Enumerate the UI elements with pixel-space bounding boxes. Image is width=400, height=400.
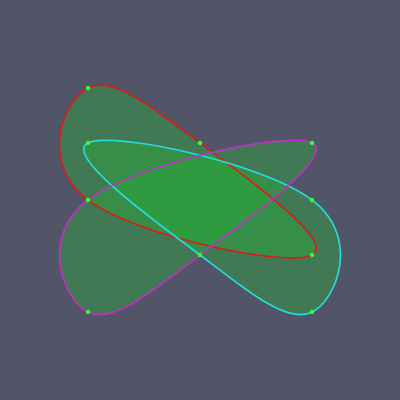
cyan-loop-control-point-1[interactable] <box>309 197 315 203</box>
magenta-loop-control-point-3[interactable] <box>85 197 91 203</box>
cyan-loop-control-point-2[interactable] <box>309 309 315 315</box>
magenta-loop-control-point-0[interactable] <box>309 140 315 146</box>
magenta-loop-control-point-2[interactable] <box>85 309 91 315</box>
cyan-loop-fill <box>83 140 341 315</box>
cyan-loop-control-point-0[interactable] <box>85 140 91 146</box>
red-loop-control-point-0[interactable] <box>85 85 91 91</box>
red-loop-control-point-2[interactable] <box>309 252 315 258</box>
magenta-loop-control-point-1[interactable] <box>197 252 203 258</box>
control-points <box>85 85 315 315</box>
magenta-loop-fill <box>59 140 317 315</box>
red-loop-control-point-1[interactable] <box>197 140 203 146</box>
